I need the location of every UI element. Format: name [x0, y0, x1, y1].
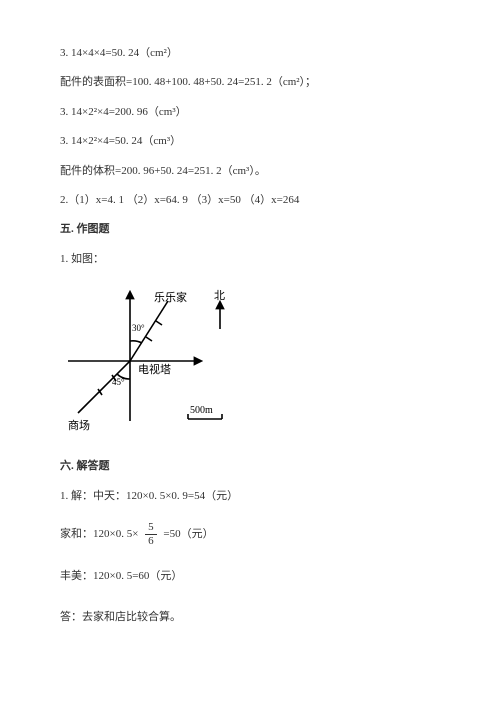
- angle-30: 30°: [132, 323, 145, 333]
- solve-line-jiahe: 家和：120×0. 5× 5 6 =50（元）: [60, 522, 440, 547]
- calc-line-3: 3. 14×2²×4=200. 96（cm³）: [60, 105, 440, 120]
- calc-line-4: 3. 14×2²×4=50. 24（cm³）: [60, 134, 440, 149]
- solve-answer: 答：去家和店比较合算。: [60, 610, 440, 625]
- section-6-title: 六. 解答题: [60, 459, 440, 474]
- fraction-numerator: 5: [145, 522, 157, 535]
- label-lele: 乐乐家: [154, 290, 187, 304]
- solve-line-fengmei: 丰美：120×0. 5=60（元）: [60, 569, 440, 584]
- calc-line-5: 配件的体积=200. 96+50. 24=251. 2（cm³）。: [60, 164, 440, 179]
- drawing-diagram: 乐乐家 北 电视塔 商场 500m 30° 45°: [60, 281, 440, 441]
- fraction-5-6: 5 6: [145, 522, 157, 547]
- solve-line-zhongtian: 1. 解：中天：120×0. 5×0. 9=54（元）: [60, 489, 440, 504]
- label-bei: 北: [214, 289, 225, 302]
- fraction-denominator: 6: [145, 535, 157, 547]
- calc-line-6: 2.（1）x=4. 1 （2）x=64. 9 （3）x=50 （4）x=264: [60, 193, 440, 208]
- label-scale: 500m: [190, 405, 213, 416]
- angle-45: 45°: [112, 377, 125, 387]
- calc-line-2: 配件的表面积=100. 48+100. 48+50. 24=251. 2（cm²…: [60, 75, 440, 90]
- section-5-item-1: 1. 如图：: [60, 252, 440, 267]
- jiahe-post: =50（元）: [163, 528, 213, 540]
- section-5-title: 五. 作图题: [60, 222, 440, 237]
- label-market: 商场: [68, 418, 90, 432]
- label-tower: 电视塔: [138, 362, 171, 376]
- jiahe-pre: 家和：120×0. 5×: [60, 528, 138, 540]
- calc-line-1: 3. 14×4×4=50. 24（cm²）: [60, 46, 440, 61]
